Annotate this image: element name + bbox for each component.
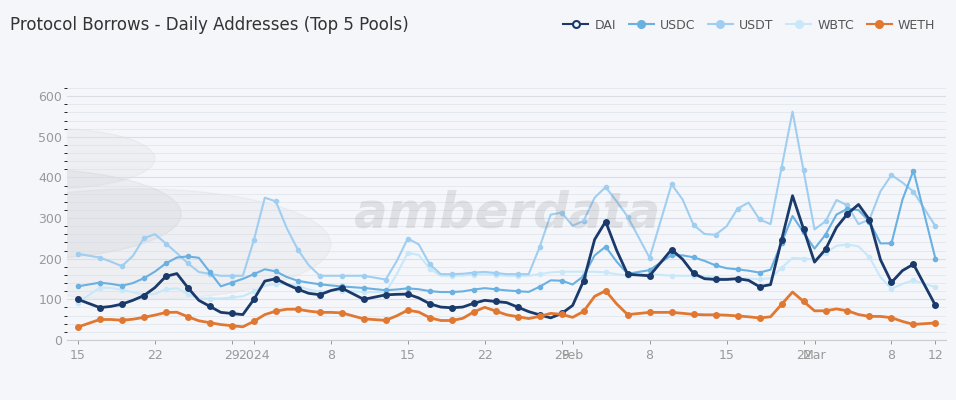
Text: Protocol Borrows - Daily Addresses (Top 5 Pools): Protocol Borrows - Daily Addresses (Top … (10, 16, 408, 34)
Circle shape (0, 189, 331, 300)
Circle shape (0, 128, 155, 189)
Legend: DAI, USDC, USDT, WBTC, WETH: DAI, USDC, USDT, WBTC, WETH (558, 14, 940, 37)
Circle shape (0, 169, 182, 259)
Text: amberdata: amberdata (353, 190, 661, 238)
